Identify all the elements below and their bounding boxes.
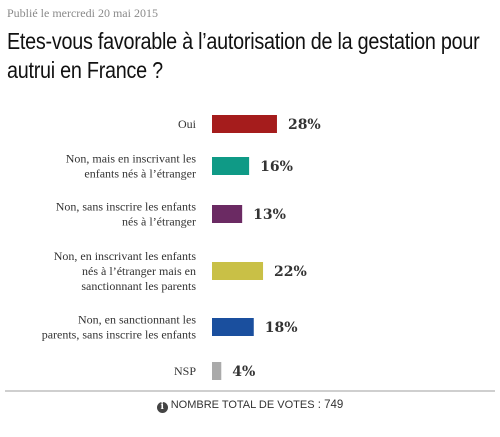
- value-label: 22%: [274, 264, 307, 280]
- value-label: 13%: [253, 207, 286, 223]
- category-label-line: nés à l’étranger mais en: [82, 264, 196, 278]
- bar: [212, 262, 264, 280]
- category-label: NSP: [174, 364, 196, 378]
- bar: [212, 157, 250, 175]
- category-label-line: NSP: [174, 364, 196, 378]
- category-label: Non, mais en inscrivant les enfants nés à…: [66, 152, 197, 181]
- poll-results-chart: Oui 28% Non, mais en inscrivant les enfants…: [42, 115, 321, 380]
- category-label-line: nés à l’étranger: [122, 215, 196, 229]
- category-label-line: parents, sans inscrire les enfants: [42, 328, 197, 342]
- value-label: 4%: [232, 364, 255, 380]
- category-label-line: enfants nés à l’étranger: [84, 167, 196, 181]
- total-votes-label: Nombre total de votes: [170, 399, 315, 411]
- category-label-line: Non, sans inscrire les enfants: [56, 200, 197, 214]
- total-votes-separator: :: [314, 399, 325, 411]
- bar: [212, 115, 277, 133]
- info-icon: i: [156, 402, 168, 413]
- category-label-line: Oui: [178, 117, 197, 131]
- bar: [212, 205, 243, 223]
- bar: [212, 362, 222, 380]
- category-label: Non, en sanctionnant les parents, sans in…: [42, 313, 197, 342]
- category-label-line: Non, en inscrivant les enfants: [54, 249, 197, 263]
- total-votes: i Nombre total de votes : 749: [0, 399, 500, 413]
- publication-date: Publié le mercredi 20 mai 2015: [7, 6, 158, 20]
- category-label: Non, sans inscrire les enfants nés à l’ét…: [56, 200, 197, 229]
- value-label: 28%: [288, 117, 321, 133]
- category-label: Oui: [178, 117, 197, 131]
- category-label: Non, en inscrivant les enfants nés à l’ét…: [54, 249, 197, 293]
- total-votes-count: 749: [324, 399, 344, 411]
- poll-title: Etes-vous favorable à l’autorisation de …: [7, 28, 480, 83]
- category-label-line: sanctionnant les parents: [81, 279, 196, 293]
- value-label: 16%: [260, 159, 293, 175]
- category-label-line: Non, en sanctionnant les: [78, 313, 196, 327]
- bar: [212, 318, 254, 336]
- value-label: 18%: [265, 320, 298, 336]
- footer-divider: [5, 390, 495, 392]
- category-label-line: Non, mais en inscrivant les: [66, 152, 197, 166]
